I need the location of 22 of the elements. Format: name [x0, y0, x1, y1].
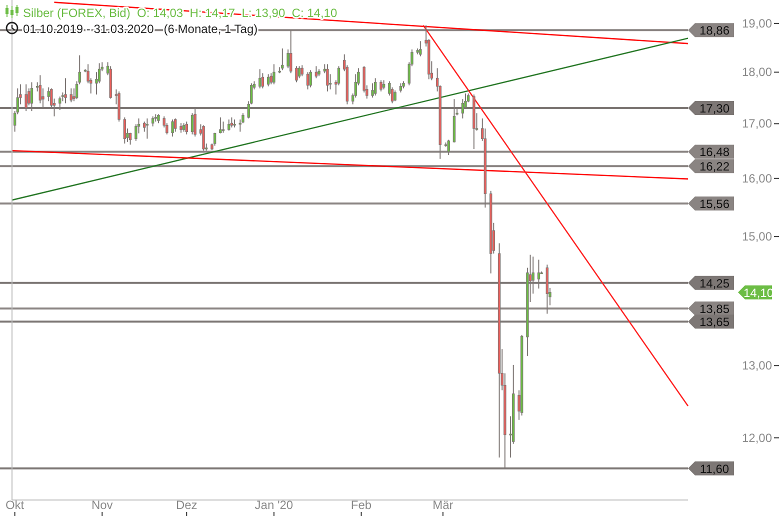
- x-tick-label: Feb: [350, 498, 372, 512]
- y-tick-label: 16,00: [742, 171, 772, 186]
- ref-line-label: 15,56: [699, 197, 730, 212]
- ref-line-label: 14,25: [699, 276, 730, 290]
- ref-line-label: 17,30: [699, 101, 730, 116]
- y-tick-label: 17,00: [742, 116, 772, 131]
- y-tick-label: 13,00: [742, 358, 772, 373]
- y-tick-label: 12,00: [742, 430, 772, 445]
- y-tick-label: 15,00: [742, 230, 772, 244]
- ref-line-label: 11,60: [700, 462, 730, 476]
- x-tick-label: Nov: [91, 498, 113, 512]
- ref-line-label: 18,86: [699, 24, 730, 38]
- x-tick-label: Jan '20: [254, 498, 294, 512]
- y-tick-label: 19,00: [742, 16, 772, 30]
- y-tick-label: 18,00: [742, 65, 772, 80]
- x-tick-label: Okt: [5, 498, 25, 512]
- ref-line-label: 13,85: [699, 302, 730, 316]
- x-tick-label: Mär: [432, 498, 454, 512]
- ref-line-label: 13,65: [699, 315, 730, 330]
- ref-line-label: 16,22: [699, 160, 730, 174]
- x-tick-label: Dez: [176, 498, 198, 512]
- ref-line-label: 16,48: [699, 145, 730, 160]
